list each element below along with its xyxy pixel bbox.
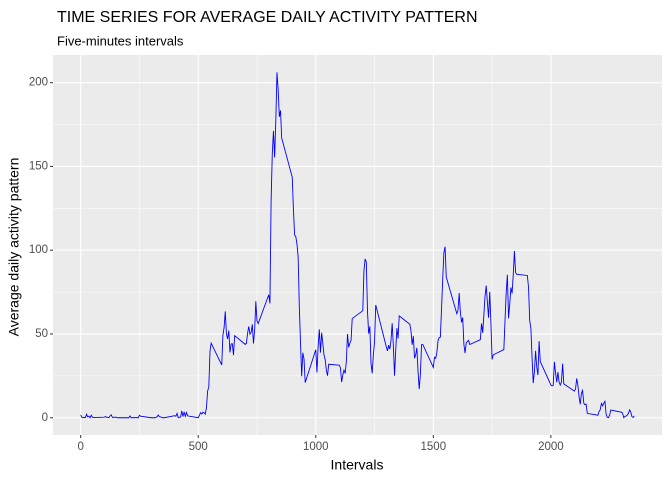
x-tick-label: 500 — [189, 441, 208, 453]
x-axis-label: Intervals — [331, 457, 384, 473]
plot-panel — [53, 55, 662, 435]
y-tick-label: 150 — [29, 160, 48, 172]
y-axis-label: Average daily activity pattern — [6, 158, 22, 337]
x-tick-label: 1000 — [303, 441, 329, 453]
chart-subtitle: Five-minutes intervals — [57, 33, 184, 48]
x-tick-label: 2000 — [538, 441, 564, 453]
x-tick-label: 0 — [77, 441, 83, 453]
y-tick-label: 200 — [29, 77, 48, 89]
line-series — [80, 72, 635, 419]
y-tick-label: 100 — [29, 244, 48, 256]
y-tick-label: 50 — [35, 328, 48, 340]
x-tick-label: 1500 — [421, 441, 447, 453]
chart-title: TIME SERIES FOR AVERAGE DAILY ACTIVITY P… — [57, 9, 478, 26]
y-tick-label: 0 — [42, 412, 48, 424]
